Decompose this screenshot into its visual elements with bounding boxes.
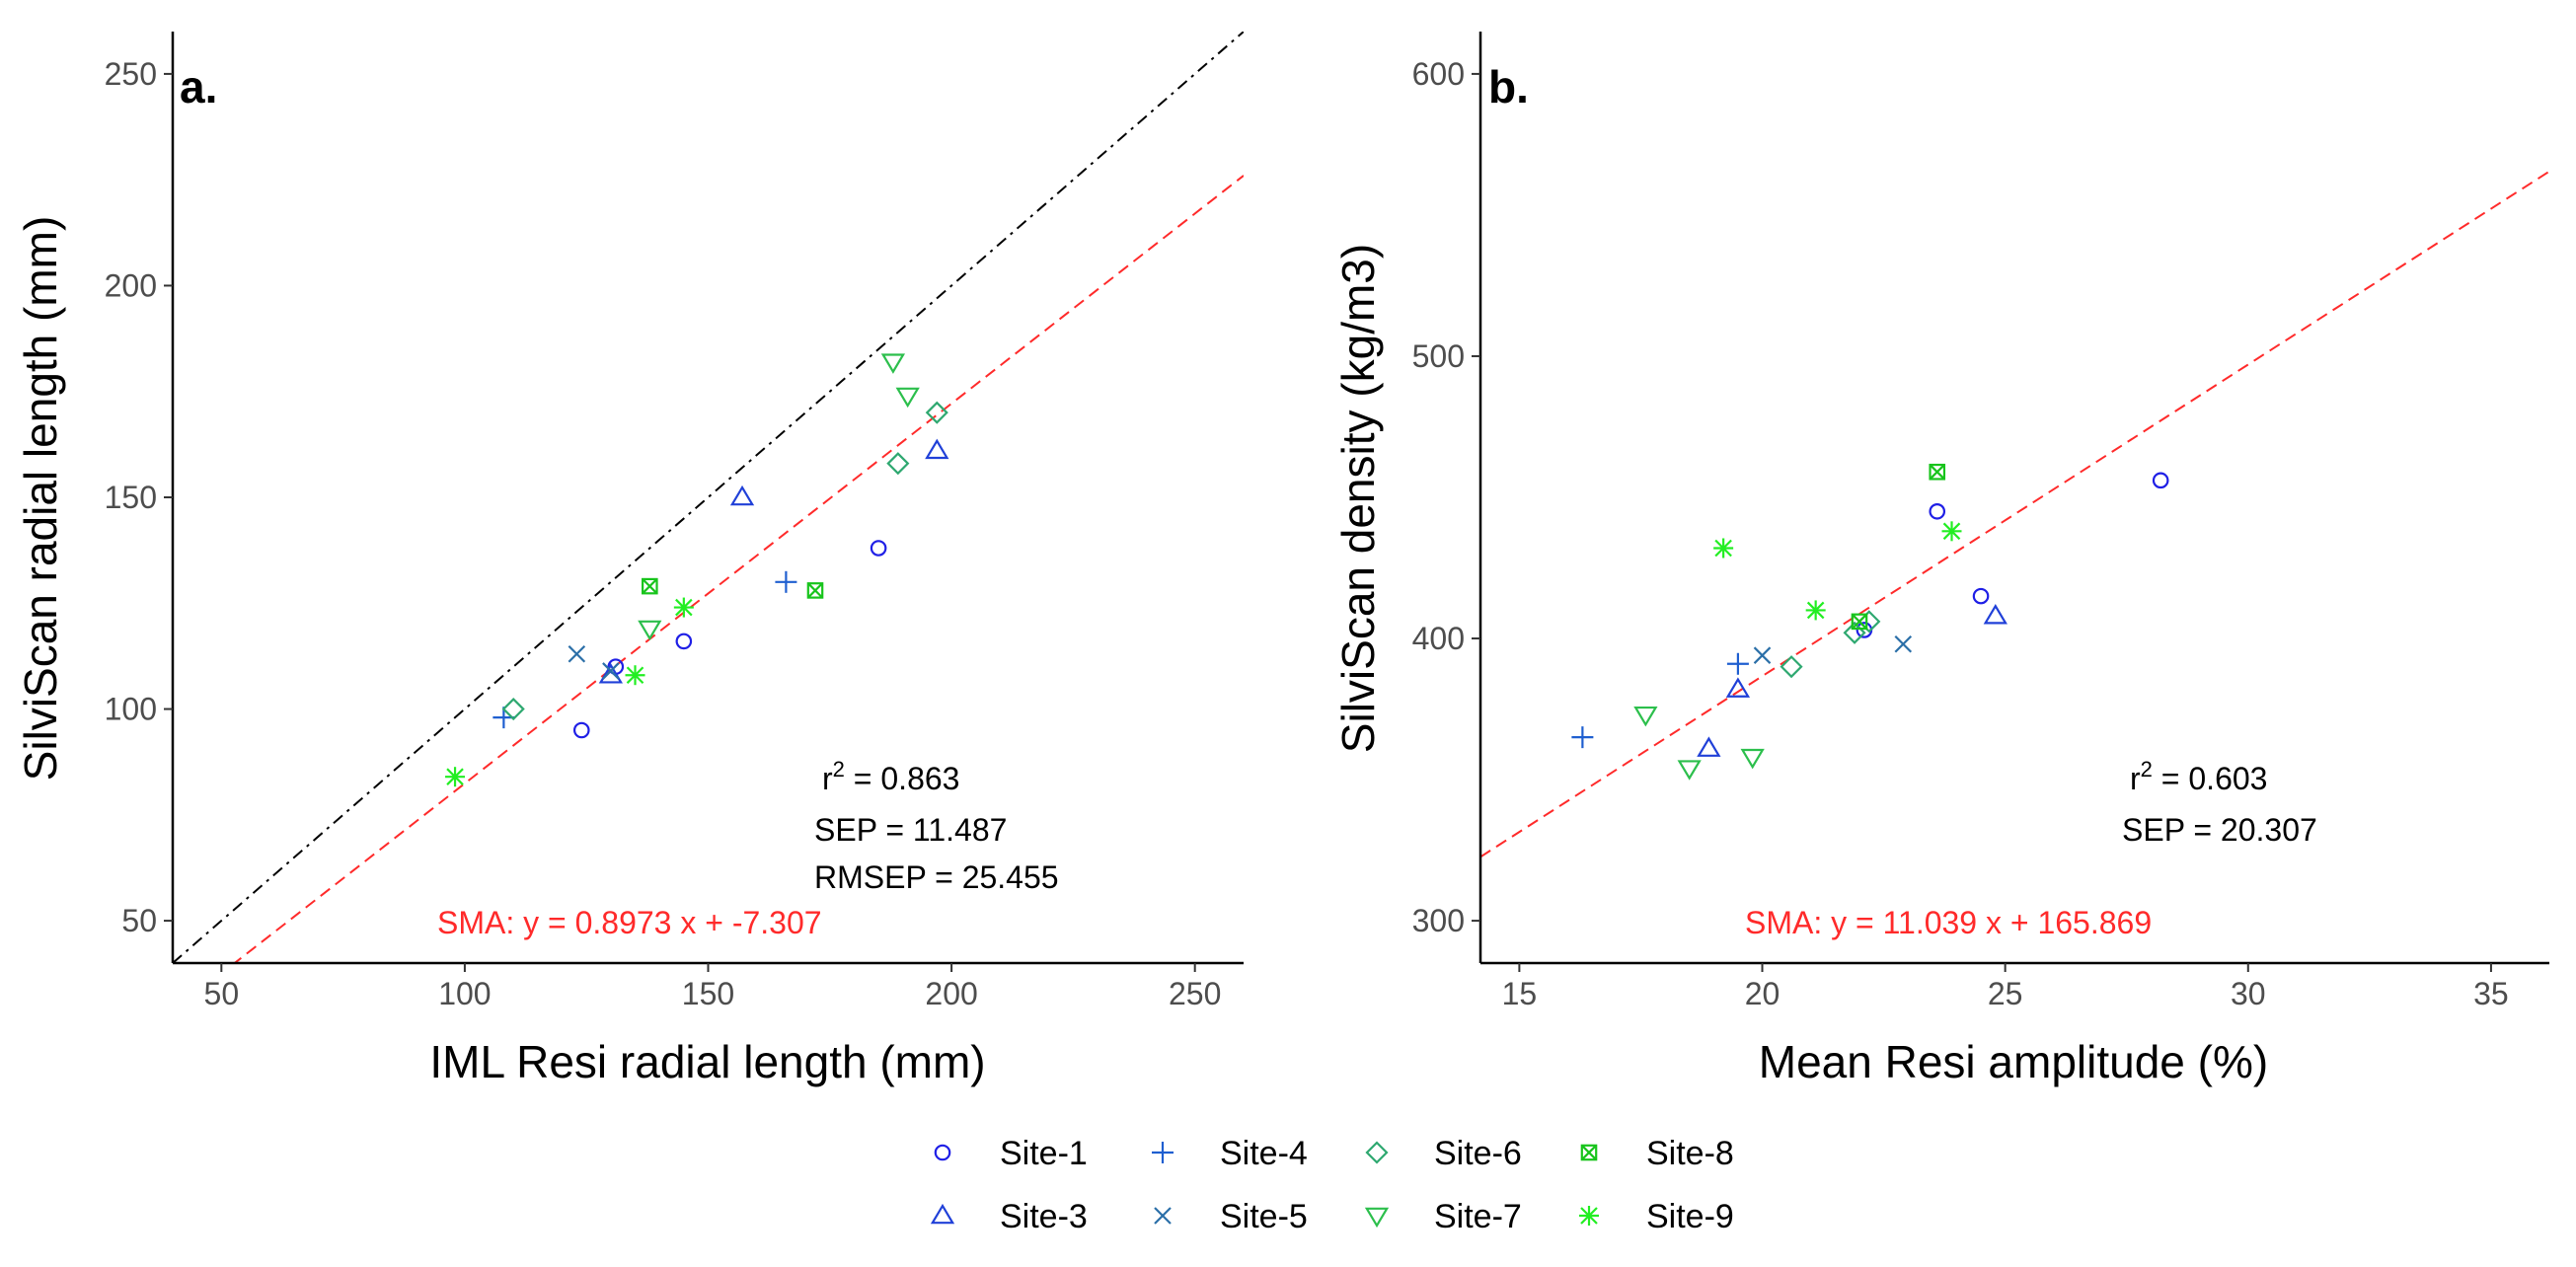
- panel-a-point-site-1: [675, 633, 693, 650]
- panel-b-point-site-4: [1726, 652, 1749, 675]
- panel-b-point-site-3: [1697, 736, 1721, 757]
- panel-b-point-site-5: [1753, 646, 1772, 664]
- panel-a-x-tick-label: 150: [682, 976, 734, 1011]
- panel-b-r2-stat: r2 = 0.603: [2130, 757, 2267, 796]
- panel-b-point-site-3: [1983, 603, 2008, 625]
- panel-a-sma-equation: SMA: y = 0.8973 x + -7.307: [437, 905, 822, 940]
- panel-a-sma-line: [233, 175, 1244, 963]
- panel-b-point-site-8: [1851, 613, 1868, 631]
- panel-b-point-site-9: [1713, 538, 1734, 559]
- panel-a-point-site-4: [775, 570, 797, 593]
- panel-b-y-tick-label: 600: [1412, 56, 1465, 92]
- panel-b-x-tick-label: 30: [2231, 976, 2266, 1011]
- panel-a-point-site-3: [925, 438, 949, 460]
- panel-a-x-tick-label: 50: [204, 976, 240, 1011]
- panel-b-y-tick-label: 500: [1412, 338, 1465, 374]
- legend-key-site-3: [930, 1203, 955, 1225]
- legend: Site-1 Site-4 Site-6 Site-8 Site-3 Site-5 Site…: [930, 1135, 1734, 1235]
- panel-b-point-site-3: [1725, 677, 1751, 698]
- panel-a-x-tick-label: 100: [438, 976, 491, 1011]
- legend-label-site-9: Site-9: [1646, 1198, 1734, 1235]
- panel-b-x-axis-title: Mean Resi amplitude (%): [1759, 1036, 2268, 1087]
- legend-label-site-8: Site-8: [1646, 1135, 1734, 1172]
- panel-b-point-site-8: [1929, 463, 1946, 481]
- legend-key-site-9: [1579, 1206, 1599, 1226]
- panel-b-point-site-1: [2152, 472, 2169, 489]
- panel-a-point-site-8: [806, 582, 824, 599]
- panel-a-point-site-3: [598, 663, 623, 684]
- legend-key-site-5: [1154, 1207, 1172, 1225]
- panel-a-point-site-5: [568, 644, 586, 663]
- panel-a-x-axis-title: IML Resi radial length (mm): [429, 1036, 985, 1087]
- panel-a-one-to-one-line: [173, 32, 1244, 963]
- panel-a-point-site-7: [895, 387, 920, 409]
- panel-b-point-site-9: [1805, 600, 1826, 621]
- panel-b-point-site-4: [1571, 726, 1594, 749]
- panel-b-point-site-1: [1929, 503, 1946, 520]
- panel-a-point-site-8: [642, 577, 658, 595]
- legend-key-site-8: [1580, 1144, 1598, 1161]
- panel-a-y-tick-label: 100: [105, 692, 157, 727]
- panel-b-point-site-7: [1677, 760, 1702, 781]
- legend-key-site-1: [934, 1144, 951, 1161]
- panel-b-y-tick-label: 400: [1412, 621, 1465, 656]
- legend-label-site-4: Site-4: [1220, 1135, 1308, 1172]
- panel-a-point-site-7: [638, 620, 662, 641]
- panel-a-point-site-7: [880, 353, 906, 374]
- panel-a-x-tick-label: 200: [925, 976, 977, 1011]
- panel-a-r2-stat: r2 = 0.863: [822, 757, 959, 796]
- legend-label-site-6: Site-6: [1434, 1135, 1522, 1172]
- panel-a-point-site-9: [673, 597, 694, 618]
- panel-a-point-site-3: [729, 484, 755, 506]
- panel-b-y-tick-label: 300: [1412, 903, 1465, 938]
- panel-a-label: a.: [180, 61, 217, 112]
- panel-b-point-site-1: [1972, 587, 1990, 605]
- legend-label-site-5: Site-5: [1220, 1198, 1308, 1235]
- panel-b-x-tick-label: 35: [2473, 976, 2509, 1011]
- panel-a-point-site-1: [572, 721, 590, 739]
- panel-b-point-site-9: [1941, 521, 1962, 542]
- panel-a-y-tick-label: 250: [105, 56, 157, 92]
- panel-b-sma-line: [1480, 170, 2549, 858]
- panel-a-point-site-6: [501, 697, 525, 721]
- panel-a-rmsep-stat: RMSEP = 25.455: [814, 859, 1059, 895]
- legend-key-site-6: [1365, 1141, 1389, 1164]
- panel-b-sma-equation: SMA: y = 11.039 x + 165.869: [1745, 905, 2152, 940]
- panel-a-x-tick-label: 250: [1169, 976, 1221, 1011]
- legend-label-site-3: Site-3: [1000, 1198, 1088, 1235]
- panel-a-radial-length: 50 100 150 200 250 50 100 150 200 250 a. IML Resi…: [15, 32, 1244, 1087]
- panel-b-density: 15 20 25 30 35 300 400 500 600 b. Mean Resi ampl…: [1332, 32, 2549, 1087]
- panel-a-point-site-5: [602, 662, 620, 680]
- panel-a-point-site-6: [886, 452, 910, 476]
- legend-key-site-7: [1364, 1207, 1390, 1229]
- panel-b-point-site-5: [1894, 634, 1913, 653]
- panel-a-y-tick-label: 50: [121, 903, 157, 938]
- panel-b-point-site-6: [1780, 655, 1803, 679]
- legend-label-site-7: Site-7: [1434, 1198, 1522, 1235]
- panel-b-x-tick-label: 20: [1745, 976, 1780, 1011]
- legend-label-site-1: Site-1: [1000, 1135, 1088, 1172]
- panel-b-point-site-7: [1740, 748, 1765, 770]
- panel-b-y-axis-title: SilviScan density (kg/m3): [1332, 244, 1384, 753]
- panel-b-label: b.: [1488, 61, 1529, 112]
- panel-a-point-site-9: [625, 665, 645, 686]
- panel-a-y-tick-label: 150: [105, 480, 157, 515]
- panel-a-point-site-9: [445, 767, 466, 787]
- panel-a-y-axis-title: SilviScan radial length (mm): [15, 216, 66, 782]
- panel-a-point-site-6: [925, 401, 948, 424]
- panel-b-x-tick-label: 25: [1988, 976, 2023, 1011]
- panel-b-sep-stat: SEP = 20.307: [2122, 812, 2317, 848]
- panel-a-y-tick-label: 200: [105, 267, 157, 303]
- panel-a-marks: 50 100 150 200 250 50 100 150 200 250: [105, 32, 1244, 1011]
- panel-b-x-tick-label: 15: [1502, 976, 1538, 1011]
- panel-a-point-site-1: [870, 540, 887, 557]
- panel-b-marks: 15 20 25 30 35 300 400 500 600: [1412, 32, 2549, 1011]
- legend-key-site-4: [1152, 1142, 1174, 1163]
- panel-b-point-site-7: [1633, 706, 1658, 727]
- panel-a-sep-stat: SEP = 11.487: [814, 812, 1007, 848]
